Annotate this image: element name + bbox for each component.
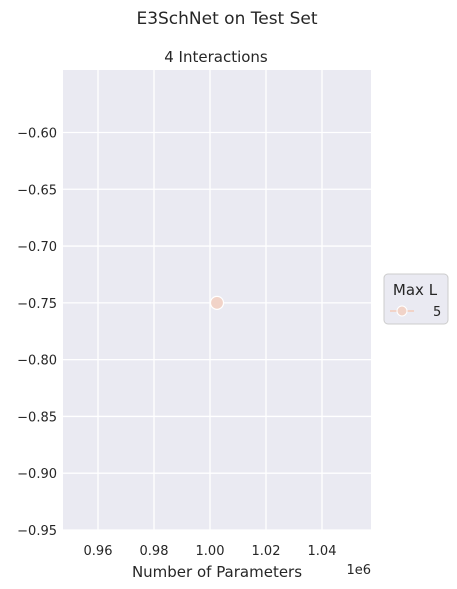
grid-lines	[63, 70, 371, 531]
y-axis-ticks: −0.60 −0.65 −0.70 −0.75 −0.80 −0.85 −0.90 −0.95	[17, 126, 57, 539]
x-axis-offset-label: 1e6	[346, 563, 371, 578]
x-axis-ticks: 0.96 0.98 1.00 1.02 1.04	[84, 544, 337, 559]
x-tick-label: 0.96	[84, 544, 113, 559]
y-tick-label: −0.95	[17, 524, 57, 539]
x-axis-label: Number of Parameters	[132, 563, 302, 581]
y-tick-label: −0.65	[17, 183, 57, 198]
figure-title: E3SchNet on Test Set	[136, 9, 317, 29]
legend: Max L 5	[383, 273, 449, 325]
y-tick-label: −0.70	[17, 240, 57, 255]
data-points	[209, 295, 225, 310]
data-point	[209, 295, 225, 310]
y-tick-label: −0.60	[17, 126, 57, 141]
legend-entry-label: 5	[433, 305, 441, 320]
subplot-title: 4 Interactions	[164, 48, 268, 66]
y-tick-label: −0.75	[17, 297, 57, 312]
y-tick-label: −0.85	[17, 410, 57, 425]
legend-title: Max L	[393, 281, 438, 299]
x-tick-label: 1.04	[308, 544, 337, 559]
x-tick-label: 1.02	[252, 544, 281, 559]
x-tick-label: 0.98	[140, 544, 169, 559]
x-tick-label: 1.00	[196, 544, 225, 559]
legend-marker	[396, 305, 408, 317]
y-tick-label: −0.90	[17, 467, 57, 482]
y-tick-label: −0.80	[17, 354, 57, 369]
